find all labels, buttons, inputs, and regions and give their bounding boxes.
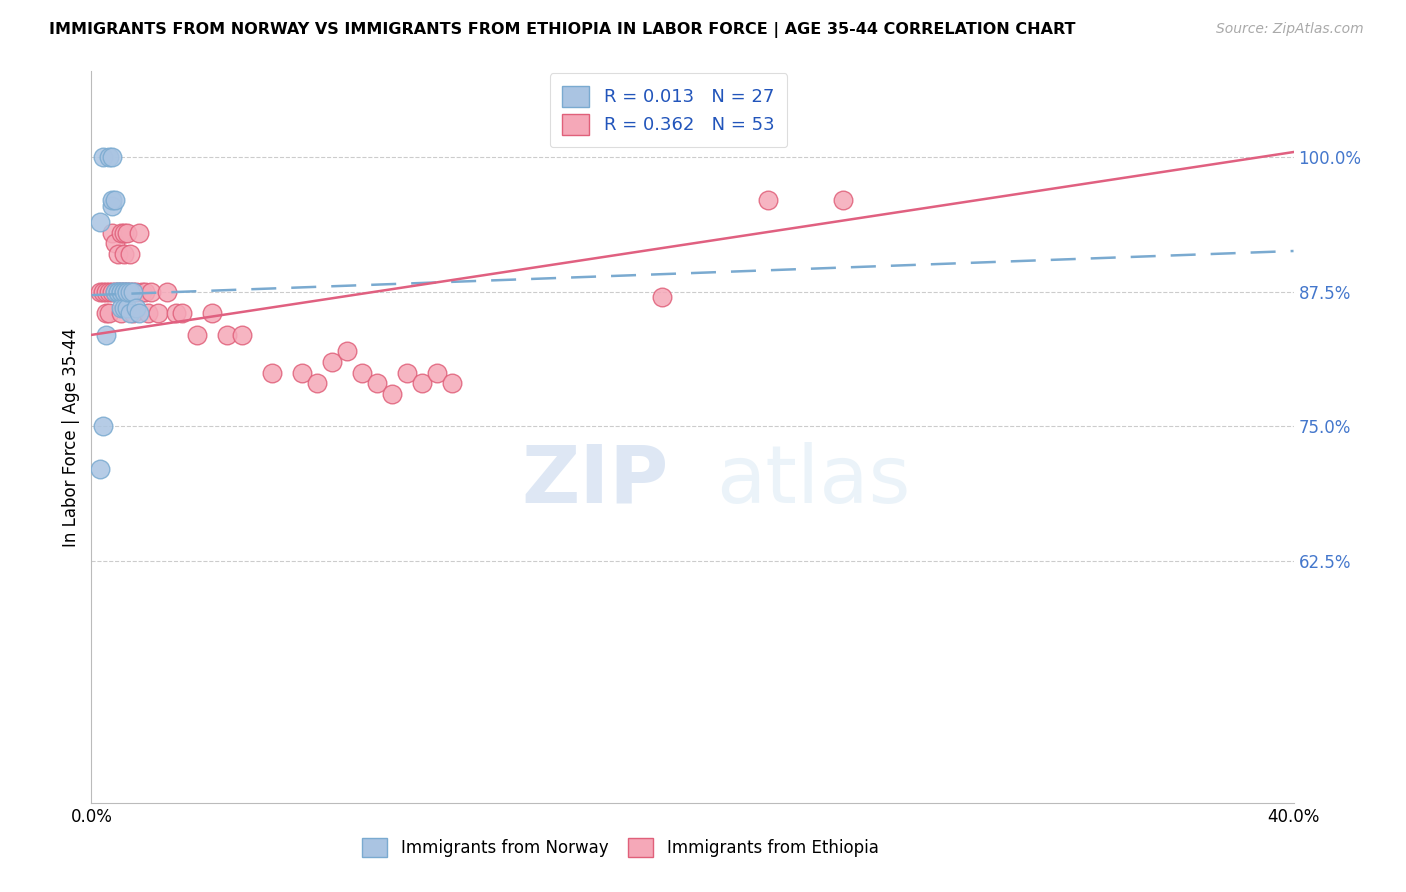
Point [117,226,139,240]
Point [120,306,142,320]
Point [104,236,127,251]
Point [93,150,115,164]
Point [93,419,115,434]
Point [134,285,156,299]
Y-axis label: In Labor Force | Age 35-44: In Labor Force | Age 35-44 [62,327,80,547]
Point [117,301,139,315]
Point [321,355,343,369]
Legend: Immigrants from Norway, Immigrants from Ethiopia: Immigrants from Norway, Immigrants from … [356,831,886,864]
Point [215,327,238,342]
Point [831,194,853,208]
Point [107,285,129,299]
Point [440,376,463,391]
Point [122,285,145,299]
Point [110,306,132,320]
Point [366,376,388,391]
Text: Source: ZipAtlas.com: Source: ZipAtlas.com [1216,22,1364,37]
Point [128,306,150,320]
Point [170,306,193,320]
Point [114,285,136,299]
Point [114,285,136,299]
Point [131,285,153,299]
Point [260,366,283,380]
Point [411,376,433,391]
Point [101,150,124,164]
Point [120,285,142,299]
Point [395,366,418,380]
Point [114,301,136,315]
Point [110,301,132,315]
Point [117,285,139,299]
Point [101,285,124,299]
Point [291,366,314,380]
Point [120,285,142,299]
Point [107,247,129,261]
Point [120,247,142,261]
Point [201,306,224,320]
Point [96,285,118,299]
Point [125,301,148,315]
Point [96,327,118,342]
Point [426,366,449,380]
Point [104,194,127,208]
Text: atlas: atlas [717,442,911,520]
Point [128,226,150,240]
Point [107,285,129,299]
Text: ZIP: ZIP [522,442,668,520]
Point [146,306,169,320]
Point [110,285,132,299]
Point [122,285,145,299]
Point [117,285,139,299]
Point [336,344,359,359]
Point [110,226,132,240]
Point [122,306,145,320]
Point [96,306,118,320]
Point [89,285,111,299]
Point [114,247,136,261]
Point [138,306,160,320]
Point [101,199,124,213]
Point [756,194,779,208]
Point [110,285,132,299]
Point [98,306,121,320]
Point [114,285,136,299]
Point [110,285,132,299]
Point [186,327,208,342]
Point [155,285,177,299]
Point [350,366,373,380]
Point [107,285,129,299]
Point [381,387,404,401]
Point [89,215,111,229]
Point [104,285,127,299]
Point [93,285,115,299]
Point [651,290,673,304]
Text: IMMIGRANTS FROM NORWAY VS IMMIGRANTS FROM ETHIOPIA IN LABOR FORCE | AGE 35-44 CO: IMMIGRANTS FROM NORWAY VS IMMIGRANTS FRO… [49,22,1076,38]
Point [104,285,127,299]
Point [89,462,111,476]
Point [98,285,121,299]
Point [101,226,124,240]
Point [125,285,148,299]
Point [101,194,124,208]
Point [231,327,253,342]
Point [117,285,139,299]
Point [165,306,187,320]
Point [114,226,136,240]
Point [98,150,121,164]
Point [305,376,328,391]
Point [141,285,163,299]
